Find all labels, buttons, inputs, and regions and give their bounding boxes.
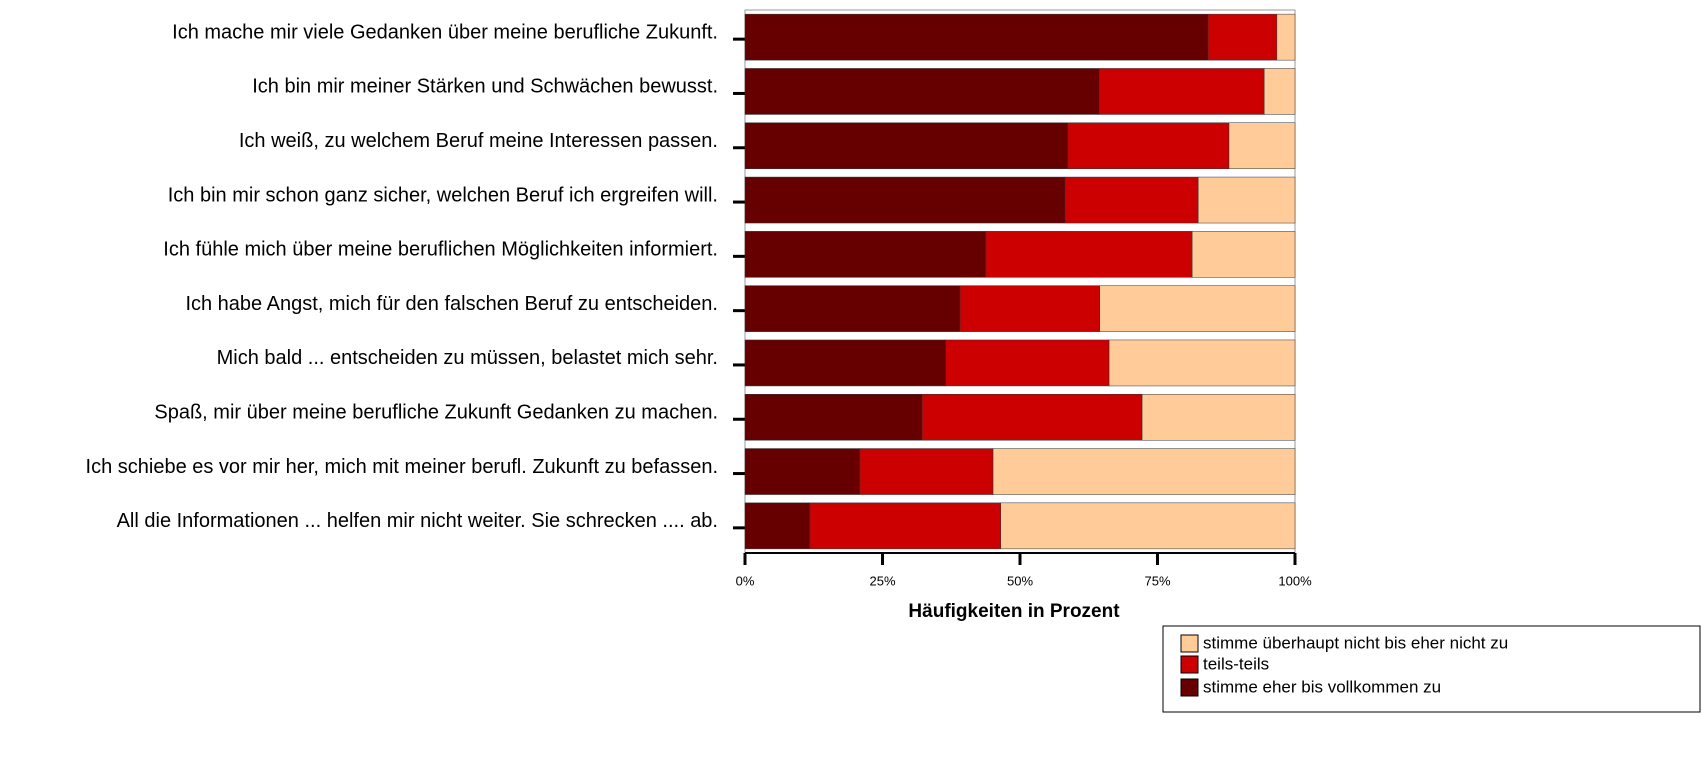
bar-segment	[1228, 122, 1296, 169]
legend-swatch	[1180, 634, 1199, 653]
bar-segment	[1000, 502, 1296, 550]
y-tick-label: Ich mache mir viele Gedanken über meine …	[172, 21, 718, 43]
y-tick-label: Ich schiebe es vor mir her, mich mit mei…	[86, 456, 718, 478]
bar-segment	[1207, 13, 1278, 61]
bar-segment	[744, 231, 987, 278]
bar-segment	[744, 394, 923, 441]
legend-label: stimme eher bis vollkommen zu	[1203, 677, 1441, 696]
bar-segment	[1098, 68, 1265, 115]
x-tick-label: 25%	[869, 573, 895, 588]
y-tick-label: Spaß, mir über meine berufliche Zukunft …	[154, 402, 718, 424]
bar-segment	[744, 502, 811, 550]
bar-segment	[744, 448, 861, 495]
bar-segment	[1141, 394, 1296, 441]
bar-segment	[744, 339, 946, 387]
bar-segment	[1191, 231, 1296, 278]
legend-swatch	[1180, 678, 1199, 697]
y-tick-label: Mich bald ... entscheiden zu müssen, bel…	[217, 347, 718, 369]
bar-segment	[1099, 285, 1296, 332]
bar-segment	[809, 502, 1002, 550]
bar-segment	[945, 339, 1110, 387]
bar-segment	[1064, 176, 1199, 224]
bar-segment	[921, 394, 1143, 441]
x-tick-label: 0%	[736, 573, 755, 588]
y-tick-label: Ich weiß, zu welchem Beruf meine Interes…	[239, 130, 718, 152]
legend-label: teils-teils	[1203, 654, 1269, 673]
bar-segment	[992, 448, 1296, 495]
y-tick-label: All die Informationen ... helfen mir nic…	[117, 510, 718, 532]
y-tick-label: Ich fühle mich über meine beruflichen Mö…	[163, 239, 718, 261]
legend-swatch	[1180, 655, 1199, 674]
bar-segment	[744, 176, 1066, 224]
x-tick-label: 100%	[1278, 573, 1312, 588]
bar-segment	[744, 13, 1209, 61]
bar-segment	[1108, 339, 1296, 387]
bar-segment	[1276, 13, 1296, 61]
y-tick-label: Ich habe Angst, mich für den falschen Be…	[185, 293, 718, 315]
bar-segment	[959, 285, 1100, 332]
bar-segment	[744, 68, 1100, 115]
legend-label: stimme überhaupt nicht bis eher nicht zu	[1203, 633, 1508, 652]
x-tick-label: 75%	[1144, 573, 1170, 588]
bar-segment	[1067, 122, 1230, 169]
y-tick-label: Ich bin mir meiner Stärken und Schwächen…	[252, 76, 718, 98]
y-tick-label: Ich bin mir schon ganz sicher, welchen B…	[168, 184, 718, 206]
bar-segment	[744, 285, 961, 332]
legend-box	[1162, 625, 1701, 713]
bar-segment	[1197, 176, 1296, 224]
bar-segment	[1263, 68, 1296, 115]
bar-segment	[985, 231, 1193, 278]
bar-segment	[859, 448, 994, 495]
x-tick-label: 50%	[1007, 573, 1033, 588]
x-axis-title: Häufigkeiten in Prozent	[908, 601, 1120, 622]
bar-segment	[744, 122, 1069, 169]
